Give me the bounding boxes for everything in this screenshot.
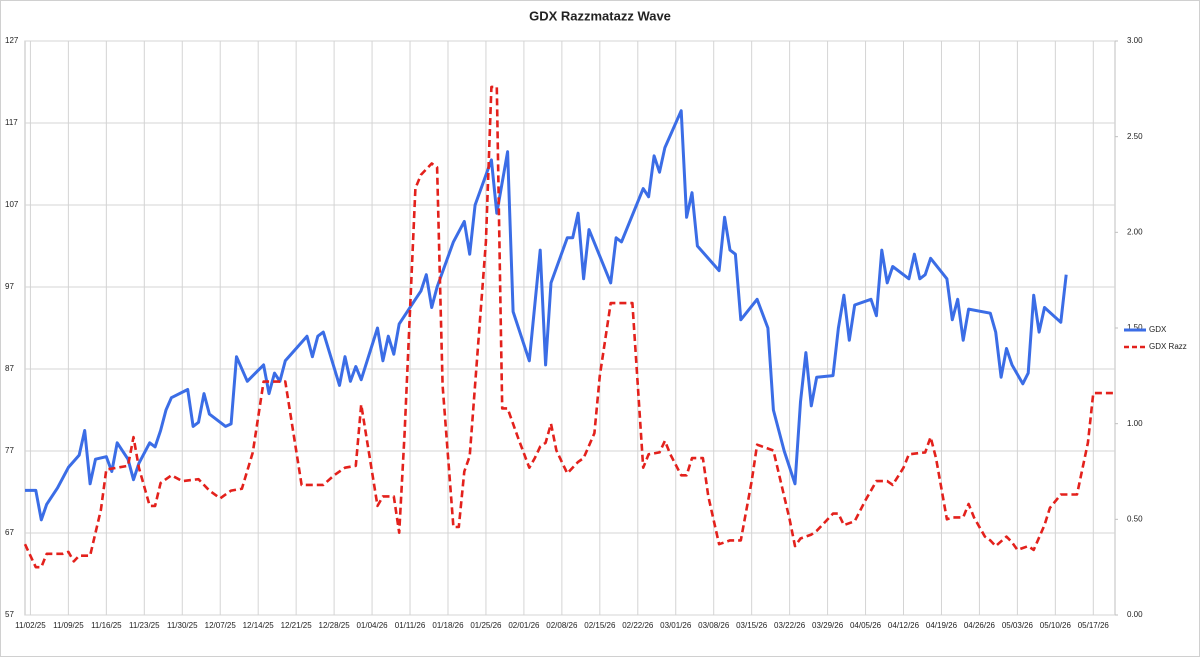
x-tick-label: 03/01/26 — [660, 621, 692, 630]
x-tick-label: 04/26/26 — [964, 621, 996, 630]
x-tick-label: 12/14/25 — [243, 621, 275, 630]
x-tick-label: 03/08/26 — [698, 621, 730, 630]
y2-tick-label: 2.00 — [1127, 227, 1143, 236]
x-tick-label: 11/09/25 — [53, 621, 84, 630]
series-line — [25, 109, 1068, 522]
y2-tick-label: 1.00 — [1127, 419, 1143, 428]
x-tick-label: 02/15/26 — [584, 621, 616, 630]
chart-title: GDX Razzmatazz Wave — [529, 8, 671, 23]
y-tick-label: 77 — [5, 446, 14, 455]
x-tick-label: 01/11/26 — [395, 621, 426, 630]
legend-text: GDX Razz — [1149, 342, 1187, 351]
y2-tick-label: 0.50 — [1127, 514, 1143, 523]
y-tick-label: 87 — [5, 364, 14, 373]
x-tick-label: 03/15/26 — [736, 621, 768, 630]
x-tick-label: 11/23/25 — [129, 621, 160, 630]
x-tick-label: 01/18/26 — [432, 621, 464, 630]
x-tick-label: 12/21/25 — [281, 621, 313, 630]
series-line — [23, 85, 1115, 569]
x-tick-label: 01/25/26 — [470, 621, 502, 630]
x-tick-label: 03/29/26 — [812, 621, 844, 630]
x-tick-label: 03/22/26 — [774, 621, 806, 630]
y-tick-label: 97 — [5, 282, 14, 291]
x-tick-label: 11/02/25 — [15, 621, 46, 630]
y-tick-label: 127 — [5, 36, 19, 45]
x-tick-label: 04/12/26 — [888, 621, 920, 630]
x-tick-label: 11/16/25 — [91, 621, 122, 630]
x-tick-label: 02/08/26 — [546, 621, 578, 630]
x-tick-label: 02/01/26 — [508, 621, 540, 630]
y-tick-label: 67 — [5, 528, 14, 537]
x-tick-label: 12/07/25 — [205, 621, 237, 630]
x-tick-label: 01/04/26 — [356, 621, 388, 630]
legend-text: GDX — [1149, 325, 1167, 334]
y-tick-label: 57 — [5, 610, 14, 619]
x-tick-label: 05/03/26 — [1002, 621, 1034, 630]
x-tick-label: 05/17/26 — [1078, 621, 1110, 630]
y2-tick-label: 2.50 — [1127, 132, 1143, 141]
x-tick-label: 04/19/26 — [926, 621, 958, 630]
x-tick-label: 02/22/26 — [622, 621, 654, 630]
y-tick-label: 117 — [5, 118, 18, 127]
x-tick-label: 04/05/26 — [850, 621, 882, 630]
y2-tick-label: 0.00 — [1127, 610, 1143, 619]
x-tick-label: 05/10/26 — [1040, 621, 1072, 630]
x-tick-label: 12/28/25 — [319, 621, 351, 630]
y-tick-label: 107 — [5, 200, 19, 209]
x-tick-label: 11/30/25 — [167, 621, 198, 630]
y2-tick-label: 3.00 — [1127, 36, 1143, 45]
y2-tick-label: 1.50 — [1127, 323, 1143, 332]
